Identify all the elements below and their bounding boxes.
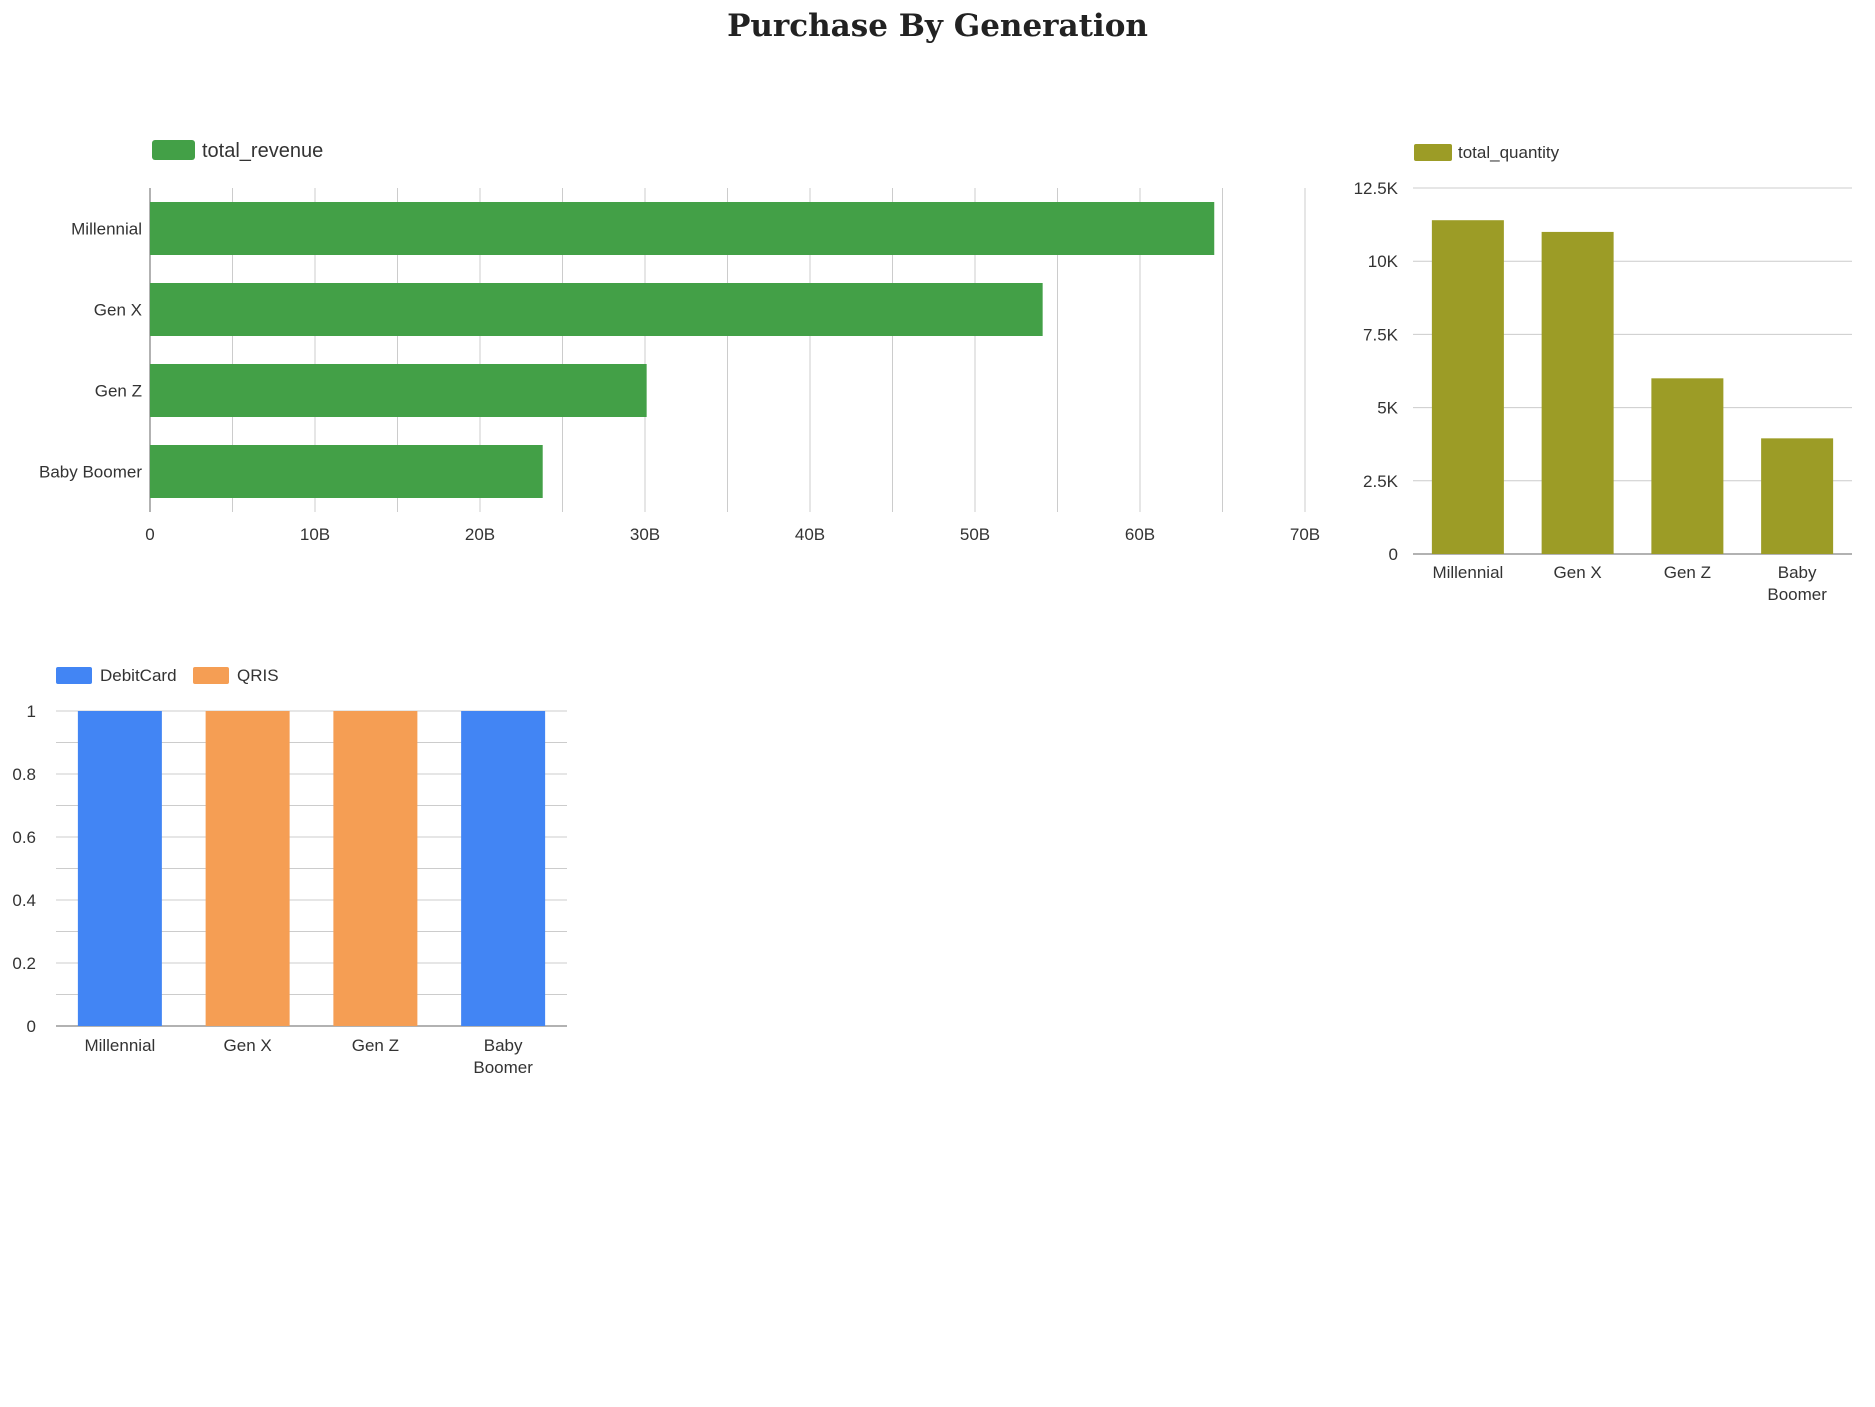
- payment-legend-label: QRIS: [237, 666, 279, 685]
- quantity-bar-gen-x: [1541, 231, 1614, 555]
- quantity-legend-swatch: [1414, 144, 1452, 161]
- revenue-bar-gen-z: [150, 364, 647, 417]
- quantity-y-tick: 7.5K: [1363, 325, 1399, 344]
- revenue-category-label: Gen Z: [95, 382, 142, 401]
- revenue-category-label: Gen X: [94, 301, 142, 320]
- payment-y-tick: 1: [27, 702, 36, 721]
- revenue-bar-millennial: [150, 202, 1215, 255]
- revenue-x-tick: 20B: [465, 525, 495, 544]
- revenue-x-tick: 70B: [1290, 525, 1320, 544]
- revenue-x-tick: 10B: [300, 525, 330, 544]
- payment-y-tick: 0.8: [12, 765, 36, 784]
- payment-legend-swatch-qris: [193, 667, 229, 684]
- page-title: Purchase By Generation: [727, 8, 1148, 44]
- quantity-y-tick: 0: [1389, 545, 1398, 564]
- quantity-y-tick: 2.5K: [1363, 472, 1399, 491]
- payment-legend-label: DebitCard: [100, 666, 177, 685]
- revenue-x-tick: 30B: [630, 525, 660, 544]
- payment-category-label: Gen X: [224, 1036, 272, 1055]
- payment-category-label: Gen Z: [352, 1036, 399, 1055]
- quantity-category-label: Baby Boomer: [1767, 563, 1827, 604]
- payment-y-tick: 0.6: [12, 828, 36, 847]
- revenue-x-tick: 0: [145, 525, 154, 544]
- revenue-bar-gen-x: [150, 283, 1043, 336]
- payment-bar-baby-boomer-debitcard: [461, 711, 546, 1026]
- quantity-bar-gen-z: [1651, 378, 1724, 554]
- revenue-bar-baby-boomer: [150, 445, 543, 498]
- quantity-y-tick: 12.5K: [1354, 179, 1399, 198]
- revenue-category-label: Baby Boomer: [39, 463, 142, 482]
- revenue-legend-swatch: [152, 140, 195, 160]
- payment-bar-gen-x-qris: [205, 711, 290, 1026]
- quantity-bar-baby-boomer: [1761, 438, 1834, 554]
- payment-category-label: Baby Boomer: [473, 1036, 533, 1077]
- quantity-legend-label: total_quantity: [1458, 143, 1560, 162]
- payment-legend-swatch-debitcard: [56, 667, 92, 684]
- payment-bar-gen-z-qris: [333, 711, 418, 1026]
- payment-y-tick: 0.2: [12, 954, 36, 973]
- payment-category-label: Millennial: [84, 1036, 155, 1055]
- revenue-category-label: Millennial: [71, 220, 142, 239]
- quantity-category-label: Gen X: [1554, 563, 1602, 582]
- quantity-bar-millennial: [1431, 220, 1504, 554]
- quantity-category-label: Gen Z: [1664, 563, 1711, 582]
- payment-bar-millennial-debitcard: [77, 711, 162, 1026]
- revenue-x-tick: 40B: [795, 525, 825, 544]
- payment-y-tick: 0: [27, 1017, 36, 1036]
- payment-y-tick: 0.4: [12, 891, 36, 910]
- revenue-x-tick: 50B: [960, 525, 990, 544]
- revenue-legend-label: total_revenue: [202, 140, 323, 162]
- quantity-category-label: Millennial: [1432, 563, 1503, 582]
- quantity-y-tick: 10K: [1368, 252, 1399, 271]
- revenue-x-tick: 60B: [1125, 525, 1155, 544]
- quantity-y-tick: 5K: [1377, 399, 1398, 418]
